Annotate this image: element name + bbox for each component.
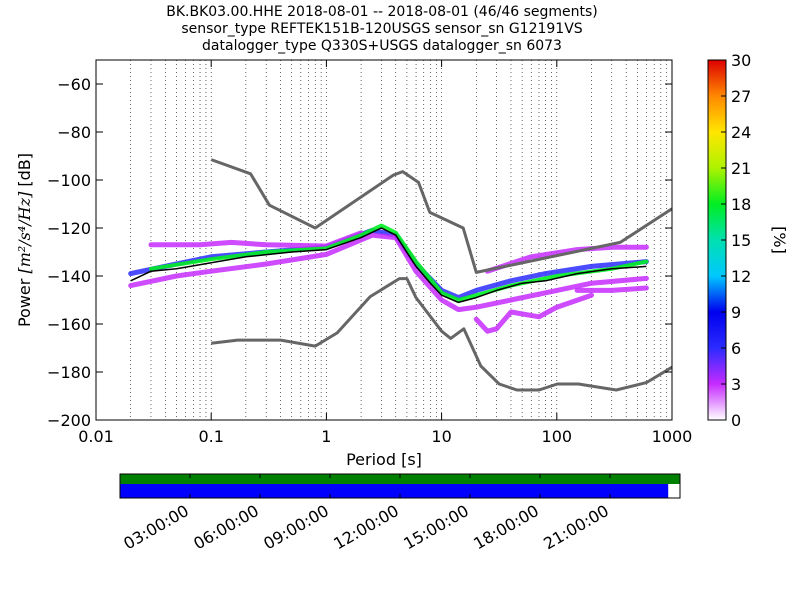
y-tick-label: −180 [47, 363, 91, 382]
density-traces [128, 223, 649, 334]
noise-model-nlnm [211, 277, 673, 392]
ppsd-coverage-bar [120, 484, 669, 498]
colorbar-ticks: 0 3 6 9 12 15 18 21 24 27 30 [721, 51, 751, 430]
timeline-tick-label: 06:00:00 [190, 501, 262, 553]
colorbar-tick-label: 18 [731, 195, 751, 214]
x-tick-label: 1 [321, 427, 331, 446]
x-axis-ticks: 0.01 0.1 1 10 100 1000 [78, 60, 692, 446]
colorbar-tick-label: 12 [731, 267, 751, 286]
spread-curve-5 [473, 292, 594, 334]
x-axis-label: Period [s] [346, 450, 422, 469]
y-tick-label: −120 [47, 219, 91, 238]
timeline-tick-label: 15:00:00 [400, 501, 472, 553]
colorbar-tick-label: 0 [731, 411, 741, 430]
title-line-2: sensor_type REFTEK151B-120USGS sensor_sn… [181, 21, 582, 37]
timeline-tick-label: 21:00:00 [540, 501, 612, 553]
mode-curve [130, 227, 647, 304]
y-axis-label-prefix: Power [15, 274, 34, 327]
y-axis-ticks: −200 −180 −160 −140 −120 −100 −80 −60 [47, 75, 672, 430]
title-line-1: BK.BK03.00.HHE 2018-08-01 -- 2018-08-01 … [166, 4, 598, 20]
y-axis-label-suffix: [dB] [15, 153, 34, 192]
data-availability-bar [120, 474, 680, 484]
colorbar-label: [%] [770, 226, 789, 254]
colorbar-tick-label: 15 [731, 231, 751, 250]
colorbar-tick-label: 24 [731, 123, 751, 142]
noise-model-curves [210, 158, 673, 392]
colorbar-tick-label: 21 [731, 159, 751, 178]
colorbar-tick-label: 6 [731, 339, 741, 358]
timeline-tick-label: 09:00:00 [260, 501, 332, 553]
plot-frame [95, 59, 673, 421]
core-density-band [149, 223, 649, 302]
y-tick-label: −160 [47, 315, 91, 334]
x-tick-label: 0.01 [78, 427, 114, 446]
y-tick-label: −140 [47, 267, 91, 286]
spread-curve-3 [148, 230, 364, 249]
y-axis-label-units: [m²/s⁴/Hz] [15, 191, 34, 274]
colorbar-tick-label: 27 [731, 87, 751, 106]
y-tick-label: −60 [57, 75, 91, 94]
x-tick-label: 0.1 [198, 427, 223, 446]
timeline-tick-label: 12:00:00 [330, 501, 402, 553]
colorbar-tick-label: 3 [731, 375, 741, 394]
title-line-3: datalogger_type Q330S+USGS datalogger_sn… [202, 38, 562, 54]
colorbar-tick-label: 9 [731, 303, 741, 322]
timeline-tick-label: 03:00:00 [120, 501, 192, 553]
spread-curve-2 [128, 232, 649, 313]
noise-model-nhnm [210, 158, 673, 274]
grid-lines [130, 60, 668, 420]
x-tick-label: 1000 [652, 427, 693, 446]
timeline-tick-label: 18:00:00 [470, 501, 542, 553]
x-tick-label: 10 [431, 427, 451, 446]
spread-curve-4 [484, 244, 649, 274]
y-tick-label: −200 [47, 411, 91, 430]
y-axis-label: Power [m²/s⁴/Hz] [dB] [15, 153, 34, 327]
y-tick-label: −100 [47, 171, 91, 190]
colorbar-tick-label: 30 [731, 51, 751, 70]
y-tick-label: −80 [57, 123, 91, 142]
x-tick-label: 100 [542, 427, 573, 446]
spread-curve-6 [574, 285, 649, 293]
